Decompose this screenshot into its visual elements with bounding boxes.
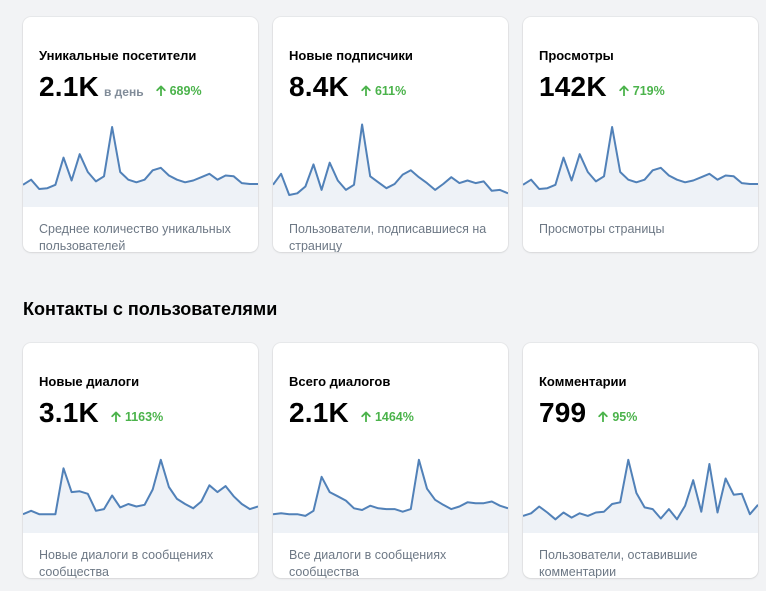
card-title: Комментарии (539, 374, 627, 389)
metric-unit: в день (103, 85, 144, 99)
sparkline-line (273, 123, 508, 196)
arrow-up-icon (361, 85, 371, 96)
sparkline-area (273, 124, 508, 207)
sparkline-line (523, 458, 758, 521)
growth-percent: 689% (169, 83, 202, 98)
value-row: 142K 719% (539, 71, 665, 103)
card-title: Уникальные посетители (39, 48, 197, 63)
stat-card-total-dialogs[interactable]: Всего диалогов 2.1K 1464% Все диалоги в … (273, 343, 508, 578)
growth-badge: 689% (155, 83, 202, 98)
value-row: 2.1K в день 689% (39, 71, 202, 103)
stat-card-new-subscribers[interactable]: Новые подписчики 8.4K 611% Пользователи,… (273, 17, 508, 252)
section-title-contacts: Контакты с пользователями (23, 299, 278, 319)
sparkline-area (523, 127, 758, 207)
arrow-up-icon (361, 411, 371, 422)
sparkline-chart (523, 126, 758, 207)
sparkline-line (23, 126, 258, 190)
growth-percent: 95% (612, 409, 638, 424)
sparkline-area (23, 127, 258, 207)
card-description: Новые диалоги в сообщениях сообщества (39, 548, 214, 578)
card-description: Просмотры страницы (539, 222, 665, 236)
metric-value: 2.1K (39, 71, 99, 102)
metric-value: 2.1K (289, 397, 349, 428)
sparkline-chart (273, 458, 508, 533)
sparkline-chart (23, 126, 258, 207)
card-description: Среднее количество уникальных пользовате… (39, 222, 231, 252)
card-description: Пользователи, оставившие комментарии (539, 548, 698, 578)
sparkline-line (523, 126, 758, 190)
arrow-up-icon (155, 85, 166, 96)
stat-card-views[interactable]: Просмотры 142K 719% Просмотры страницы (523, 17, 758, 252)
growth-badge: 719% (619, 84, 665, 98)
value-row: 3.1K 1163% (39, 397, 163, 429)
sparkline-line (273, 458, 508, 517)
metric-value: 142K (539, 71, 607, 102)
growth-percent: 1163% (124, 409, 164, 424)
stat-card-new-dialogs[interactable]: Новые диалоги 3.1K 1163% Новые диалоги в… (23, 343, 258, 578)
metric-value: 3.1K (39, 397, 99, 428)
stat-card-comments[interactable]: Комментарии 799 95% Пользователи, остави… (523, 343, 758, 578)
value-row: 8.4K 611% (289, 71, 406, 103)
card-description: Пользователи, подписавшиеся на страницу (289, 222, 487, 252)
growth-badge: 1163% (111, 410, 163, 424)
card-title: Новые подписчики (289, 48, 413, 63)
growth-percent: 611% (374, 83, 407, 98)
sparkline-area (23, 459, 258, 533)
sparkline-area (523, 459, 758, 533)
card-description: Все диалоги в сообщениях сообщества (289, 548, 447, 578)
card-title: Просмотры (539, 48, 614, 63)
growth-badge: 1464% (361, 410, 414, 424)
sparkline-area (273, 459, 508, 533)
sparkline-chart (23, 458, 258, 533)
sparkline-chart (273, 123, 508, 207)
growth-percent: 1464% (374, 409, 414, 424)
growth-badge: 95% (598, 410, 637, 424)
arrow-up-icon (619, 85, 629, 96)
card-title: Новые диалоги (39, 374, 140, 389)
card-title: Всего диалогов (289, 374, 391, 389)
arrow-up-icon (598, 411, 609, 422)
growth-badge: 611% (361, 84, 406, 98)
metric-value: 8.4K (289, 71, 349, 102)
sparkline-chart (523, 458, 758, 533)
arrow-up-icon (111, 411, 121, 422)
metric-value: 799 (539, 397, 587, 428)
value-row: 2.1K 1464% (289, 397, 414, 429)
sparkline-line (23, 458, 258, 516)
growth-percent: 719% (632, 83, 665, 98)
stat-card-unique-visitors[interactable]: Уникальные посетители 2.1K в день 689% С… (23, 17, 258, 252)
value-row: 799 95% (539, 397, 637, 429)
